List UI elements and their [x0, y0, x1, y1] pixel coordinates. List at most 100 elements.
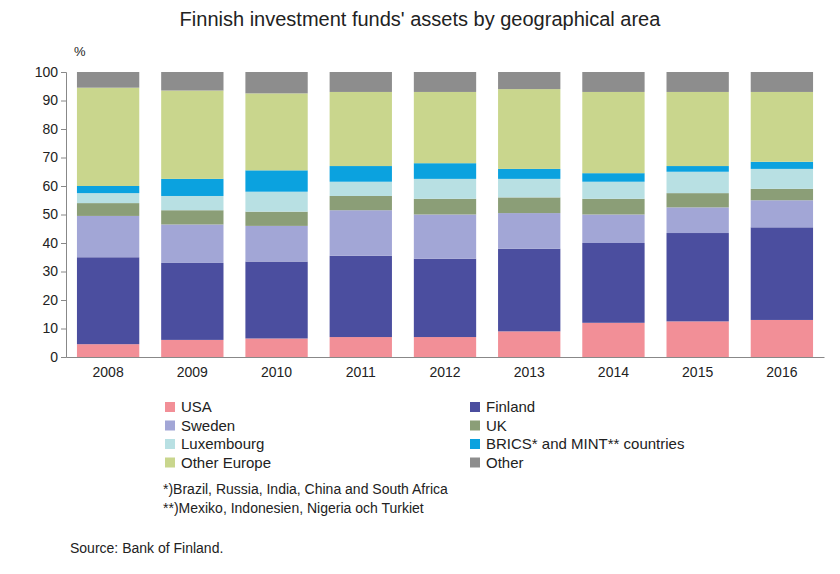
bar-segment	[77, 72, 139, 88]
bar-segment	[414, 72, 476, 92]
bar-segment	[498, 72, 560, 89]
tick-label: 60	[42, 178, 58, 194]
tick-label: 2015	[682, 364, 713, 380]
source: Source: Bank of Finland.	[70, 540, 223, 556]
legend-swatch	[470, 421, 480, 431]
bar-segment	[582, 173, 644, 182]
tick-label: 30	[42, 263, 58, 279]
bar-segment	[498, 197, 560, 213]
legend-item: UK	[470, 417, 507, 434]
tick-label: 20	[42, 292, 58, 308]
bar-segment	[245, 338, 307, 357]
tick-label: 90	[42, 92, 58, 108]
bar-segment	[582, 243, 644, 323]
bar-segment	[414, 92, 476, 163]
bar-segment	[498, 169, 560, 179]
bar-segment	[498, 249, 560, 332]
bar-segment	[582, 215, 644, 244]
bar-segment	[77, 193, 139, 203]
tick: 2012	[429, 357, 460, 380]
bar-segment	[330, 196, 392, 210]
bar-segment	[751, 162, 813, 169]
bar-segment	[498, 89, 560, 169]
legend-item: USA	[165, 398, 212, 415]
tick: 60	[42, 178, 66, 194]
bar-segment	[751, 227, 813, 320]
bar-segment	[498, 331, 560, 357]
bar-segment	[330, 72, 392, 92]
bar-segment	[330, 182, 392, 196]
bar-segment	[498, 179, 560, 198]
tick-mark	[61, 272, 66, 273]
bar-segment	[330, 166, 392, 182]
legend-label: Sweden	[181, 417, 235, 434]
bar-segment	[414, 199, 476, 215]
bar-segment	[77, 257, 139, 344]
bar-segment	[161, 340, 223, 357]
bar-segment	[751, 200, 813, 227]
tick-mark	[61, 129, 66, 130]
tick-label: 70	[42, 149, 58, 165]
bar-segment	[582, 182, 644, 199]
tick-mark	[61, 300, 66, 301]
tick: 40	[42, 235, 66, 251]
title: Finnish investment funds' assets by geog…	[180, 8, 662, 30]
bar-segment	[667, 172, 729, 193]
tick-label: 2012	[429, 364, 460, 380]
bar-segment	[667, 72, 729, 92]
tick: 2013	[514, 357, 545, 380]
bar-segment	[330, 256, 392, 337]
legend-item: Other Europe	[165, 454, 271, 471]
footnote: **)Mexiko, Indonesien, Nigeria och Turki…	[163, 500, 424, 516]
tick: 2011	[346, 357, 376, 380]
tick: 0	[50, 349, 66, 365]
bar-segment	[751, 72, 813, 92]
tick-label: 2010	[261, 364, 292, 380]
bar-segment	[245, 262, 307, 339]
axis-line	[61, 73, 67, 358]
legend-item: Finland	[470, 398, 535, 415]
tick: 30	[42, 263, 66, 279]
legend-swatch	[470, 439, 480, 449]
bar-segment	[245, 212, 307, 226]
bar-segment	[77, 216, 139, 257]
bar-segment	[414, 337, 476, 357]
bar-segment	[498, 213, 560, 249]
tick-mark	[61, 215, 66, 216]
tick: 2008	[93, 357, 124, 380]
tick-mark	[61, 243, 66, 244]
tick: 2014	[598, 357, 629, 380]
tick: 2009	[177, 357, 208, 380]
bar-segment	[414, 179, 476, 199]
bar-segment	[667, 207, 729, 233]
series	[77, 88, 813, 186]
bar-segment	[751, 169, 813, 189]
legend-label: UK	[486, 417, 507, 434]
axis-line	[67, 357, 825, 358]
tick-mark	[61, 329, 66, 330]
bar-segment	[414, 215, 476, 259]
bar-segment	[77, 186, 139, 193]
legend-label: USA	[181, 398, 212, 415]
tick: 10	[42, 320, 66, 336]
tick: 90	[42, 92, 66, 108]
bar-segment	[582, 323, 644, 357]
tick-label: 2014	[598, 364, 629, 380]
tick-label: 2013	[514, 364, 545, 380]
bar-segment	[330, 210, 392, 256]
tick: 100	[35, 64, 66, 80]
bar-segment	[582, 199, 644, 215]
bar-segment	[161, 72, 223, 91]
legend-item: BRICS* and MINT** countries	[470, 435, 684, 452]
bar-segment	[161, 224, 223, 262]
bar-segment	[77, 344, 139, 357]
bar-segment	[667, 321, 729, 357]
legend-swatch	[470, 402, 480, 412]
series	[77, 72, 813, 93]
tick-label: 50	[42, 206, 58, 222]
bar-segment	[582, 92, 644, 173]
y-axis: 0102030405060708090100	[35, 64, 67, 365]
bar-segment	[245, 170, 307, 191]
bar-segment	[77, 203, 139, 216]
tick-mark	[61, 101, 66, 102]
